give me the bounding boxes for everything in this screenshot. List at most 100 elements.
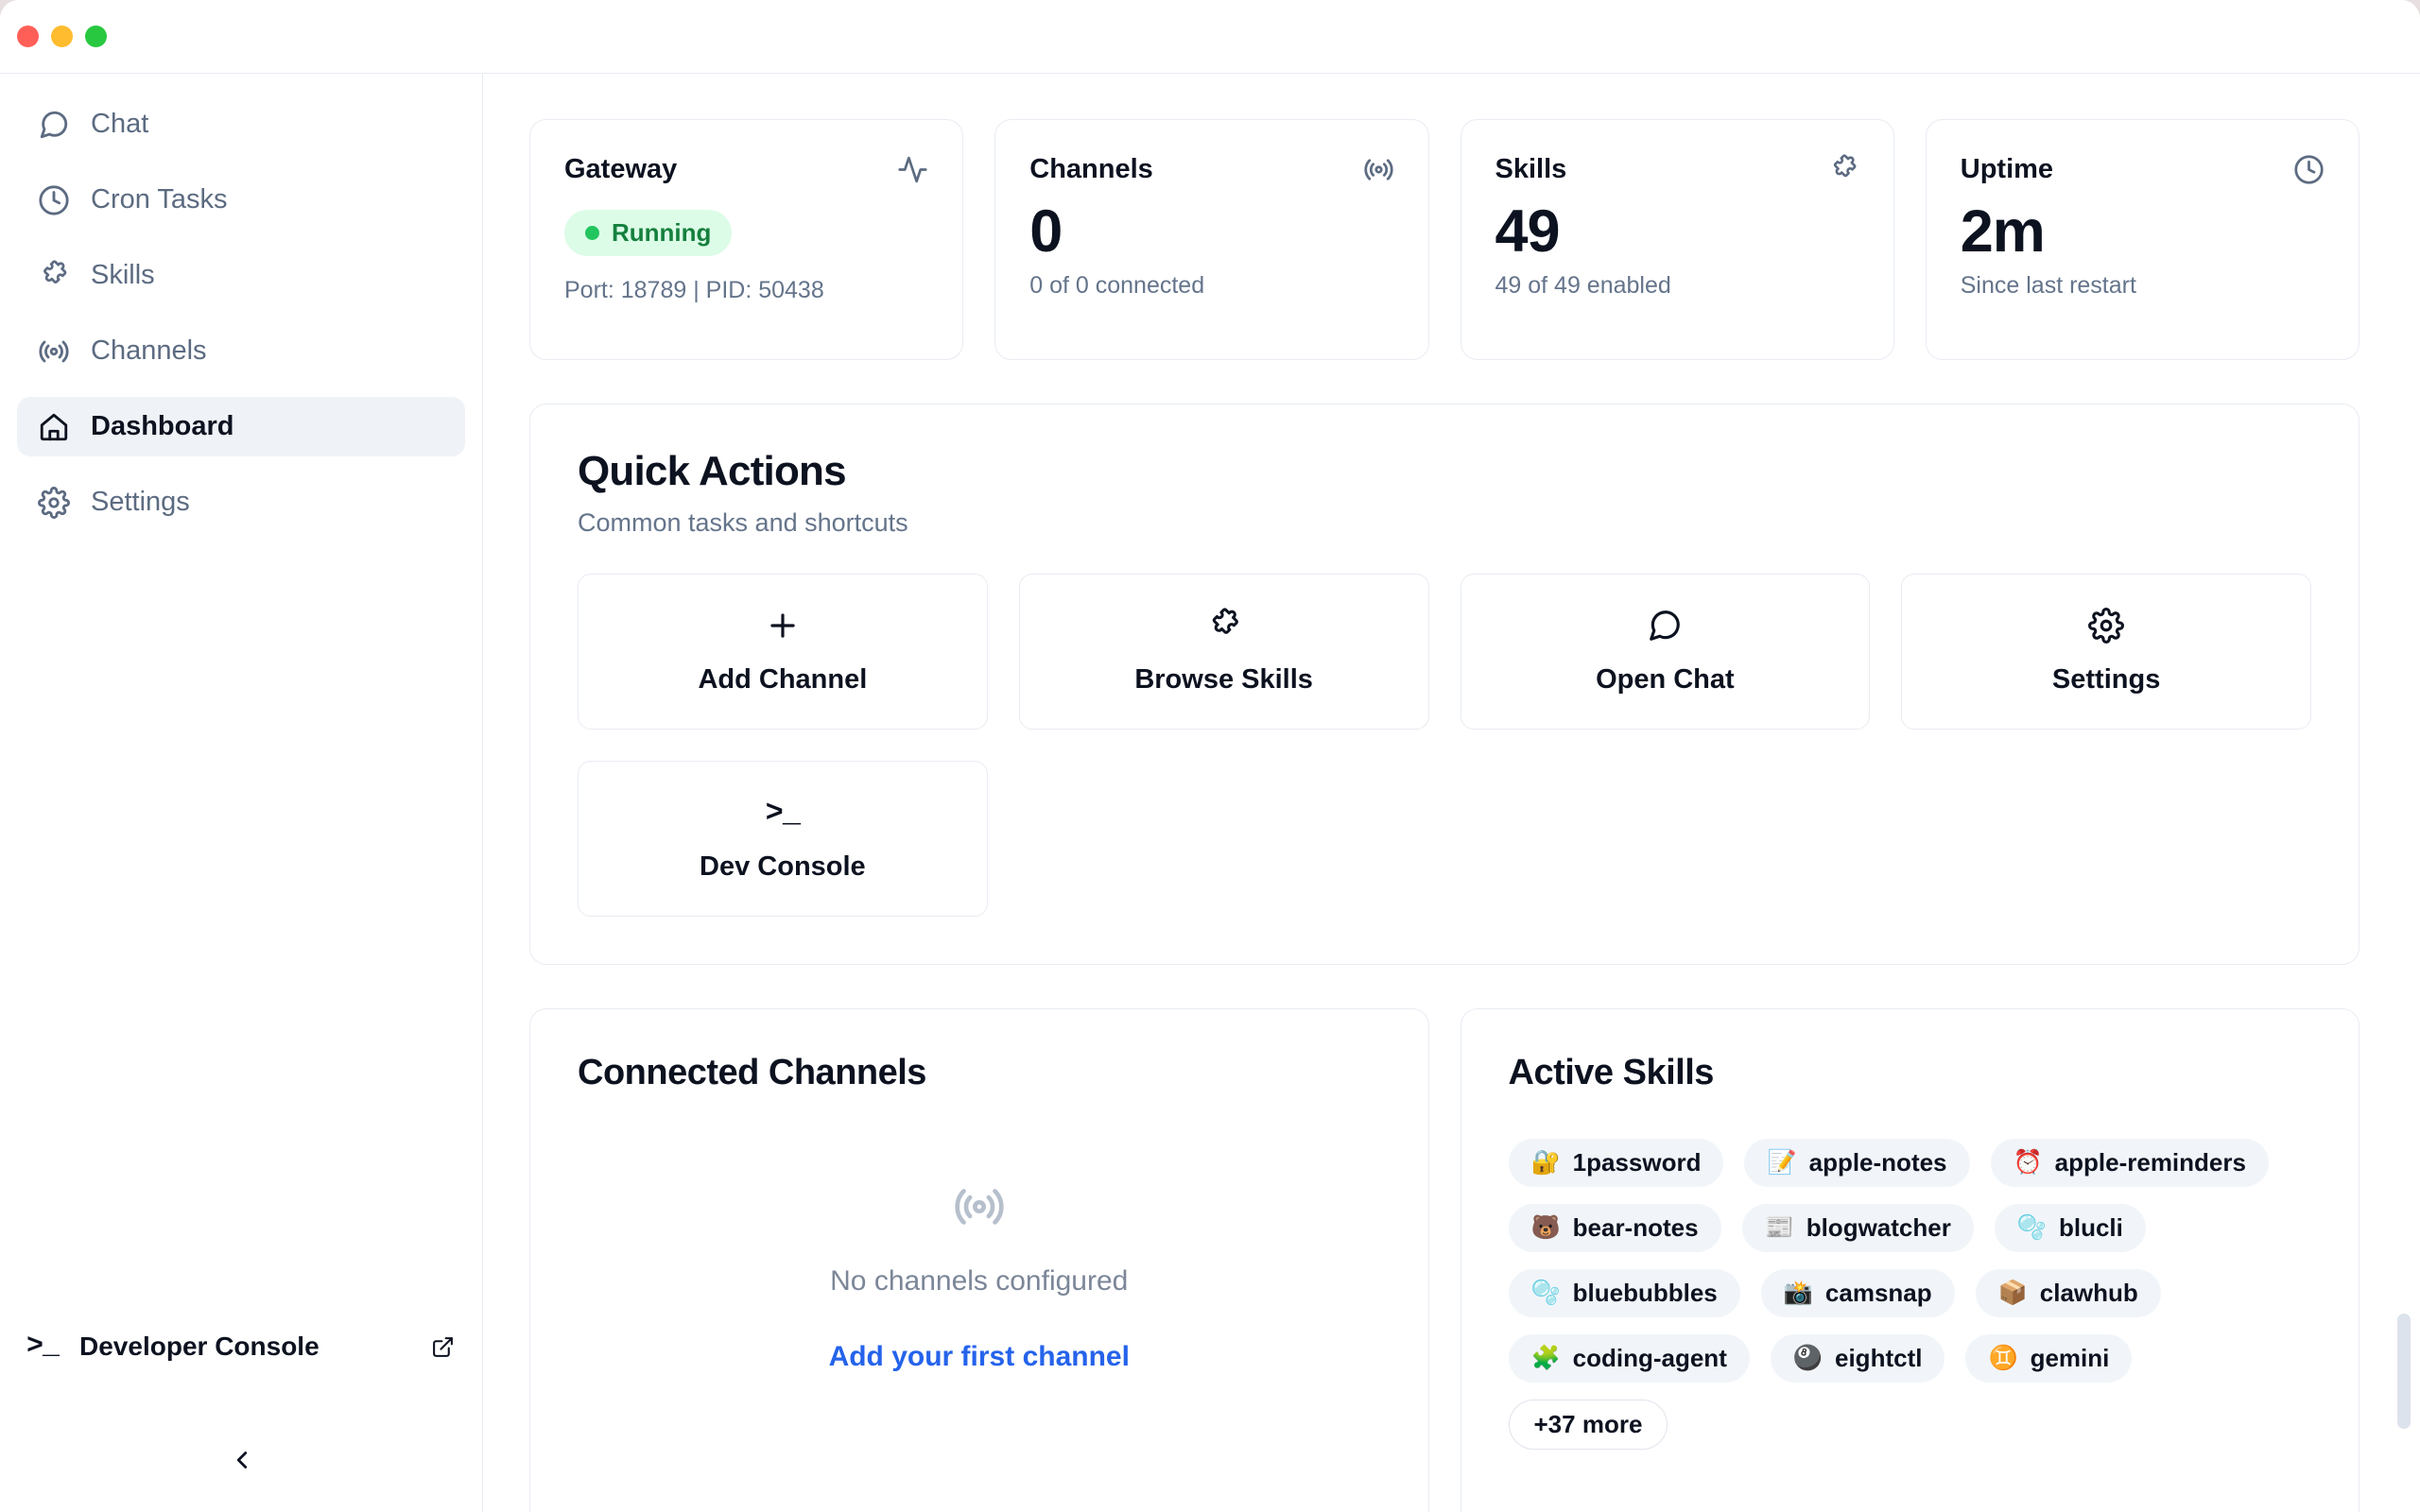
- sidebar-item-cron-tasks[interactable]: Cron Tasks: [17, 170, 465, 230]
- terminal-icon: >_: [26, 1331, 60, 1363]
- sidebar-item-skills[interactable]: Skills: [17, 246, 465, 305]
- skill-name: gemini: [2030, 1344, 2110, 1372]
- connected-channels-panel: Connected Channels No channels configure…: [529, 1008, 1429, 1512]
- traffic-lights: [17, 26, 107, 47]
- sidebar-item-label: Chat: [91, 109, 149, 139]
- skill-chip[interactable]: ♊️ gemini: [1965, 1334, 2133, 1383]
- quick-action-label: Dev Console: [700, 851, 866, 882]
- skill-chip[interactable]: 🫧 bluebubbles: [1508, 1269, 1740, 1317]
- skill-chip[interactable]: 🐻 bear-notes: [1508, 1204, 1721, 1252]
- external-link-icon[interactable]: [431, 1335, 455, 1359]
- vertical-scrollbar[interactable]: [2397, 1314, 2411, 1429]
- stat-subtext: 0 of 0 connected: [1029, 272, 1205, 300]
- terminal-icon: >_: [765, 795, 801, 831]
- skill-chip[interactable]: ⏰ apple-reminders: [1990, 1139, 2269, 1187]
- chat-bubble-icon: [38, 109, 70, 141]
- quick-actions-panel: Quick Actions Common tasks and shortcuts…: [529, 404, 2360, 965]
- quick-actions-subtitle: Common tasks and shortcuts: [578, 508, 908, 537]
- clock-icon: [2293, 154, 2325, 185]
- clock-icon: [38, 184, 70, 216]
- skill-chip[interactable]: 📦 clawhub: [1975, 1269, 2161, 1317]
- skill-emoji-icon: 🐻: [1530, 1214, 1561, 1241]
- skill-chip[interactable]: 🔐 1password: [1508, 1139, 1724, 1187]
- skill-emoji-icon: 🫧: [1530, 1280, 1561, 1306]
- active-skills-list: 🔐 1password 📝 apple-notes ⏰ apple-reminders…: [1508, 1139, 2312, 1450]
- skill-name: bluebubbles: [1572, 1279, 1718, 1307]
- stat-card-skills: Skills 49 49 of 49 enabled: [1460, 119, 1894, 360]
- skills-more-badge[interactable]: +37 more: [1508, 1400, 1668, 1450]
- quick-actions-grid: Add Channel Browse Skills Open Chat: [578, 574, 2311, 917]
- chat-bubble-icon: [1647, 608, 1683, 644]
- quick-actions-title: Quick Actions: [578, 448, 847, 494]
- stat-card-channels: Channels 0 0 of 0 connected: [994, 119, 1429, 360]
- stat-card-uptime: Uptime 2m Since last restart: [1925, 119, 2360, 360]
- stat-title: Gateway: [564, 154, 678, 184]
- skill-chip[interactable]: 🎱 eightctl: [1770, 1334, 1945, 1383]
- activity-pulse-icon: [897, 154, 928, 185]
- sidebar-item-label: Dashboard: [91, 411, 234, 441]
- broadcast-icon: [38, 335, 70, 368]
- zoom-button[interactable]: [85, 26, 107, 47]
- stat-subtext: 49 of 49 enabled: [1495, 272, 1671, 300]
- add-first-channel-link[interactable]: Add your first channel: [828, 1341, 1130, 1372]
- skill-name: coding-agent: [1572, 1344, 1727, 1372]
- skill-chip[interactable]: 🧩 coding-agent: [1508, 1334, 1750, 1383]
- skill-name: eightctl: [1835, 1344, 1923, 1372]
- stat-subtext: Since last restart: [1960, 272, 2136, 300]
- developer-console-label: Developer Console: [79, 1332, 320, 1361]
- stat-value: 49: [1495, 198, 1561, 265]
- skill-chip[interactable]: 📰 blogwatcher: [1741, 1204, 1974, 1252]
- settings-button[interactable]: Settings: [1901, 574, 2311, 730]
- sidebar-item-label: Settings: [91, 487, 190, 517]
- stat-card-header: Uptime: [1961, 154, 2325, 185]
- sidebar-item-dashboard[interactable]: Dashboard: [17, 397, 465, 456]
- stat-value: 2m: [1960, 198, 2046, 265]
- stat-value: 0: [1029, 198, 1063, 265]
- stat-card-gateway: Gateway Running Port: 18789 | PID: 50438: [529, 119, 964, 360]
- developer-console-button[interactable]: >_ Developer Console: [0, 1314, 483, 1380]
- home-icon: [38, 411, 70, 443]
- puzzle-icon: [38, 259, 70, 292]
- browse-skills-button[interactable]: Browse Skills: [1018, 574, 1429, 730]
- skill-name: apple-notes: [1808, 1148, 1947, 1177]
- dev-console-button[interactable]: >_ Dev Console: [578, 761, 988, 917]
- gear-icon: [38, 486, 70, 519]
- bottom-panels: Connected Channels No channels configure…: [529, 1008, 2360, 1512]
- plus-icon: [765, 608, 801, 644]
- skill-emoji-icon: 🔐: [1530, 1149, 1561, 1176]
- skill-emoji-icon: 🎱: [1792, 1345, 1823, 1371]
- sidebar-item-channels[interactable]: Channels: [17, 321, 465, 381]
- open-chat-button[interactable]: Open Chat: [1460, 574, 1871, 730]
- minimize-button[interactable]: [51, 26, 73, 47]
- skill-name: clawhub: [2039, 1279, 2138, 1307]
- stat-title: Uptime: [1960, 154, 2054, 184]
- sidebar-item-label: Skills: [91, 260, 155, 290]
- window-titlebar: [0, 0, 2420, 74]
- skill-chip[interactable]: 🫧 blucli: [1994, 1204, 2146, 1252]
- sidebar-item-settings[interactable]: Settings: [17, 472, 465, 532]
- broadcast-icon: [953, 1180, 1006, 1233]
- stat-subtext: Port: 18789 | PID: 50438: [564, 277, 824, 303]
- chevron-left-icon: [228, 1446, 256, 1474]
- status-dot-icon: [585, 226, 599, 240]
- stats-row: Gateway Running Port: 18789 | PID: 50438…: [529, 119, 2360, 360]
- skill-emoji-icon: 📦: [1997, 1280, 2028, 1306]
- skill-chip[interactable]: 📝 apple-notes: [1744, 1139, 1970, 1187]
- puzzle-icon: [1828, 154, 1859, 185]
- status-badge: Running: [564, 210, 733, 256]
- skill-name: 1password: [1572, 1148, 1702, 1177]
- skill-chip[interactable]: 📸 camsnap: [1760, 1269, 1955, 1317]
- connected-channels-title: Connected Channels: [578, 1053, 926, 1092]
- sidebar-collapse-button[interactable]: [0, 1446, 483, 1474]
- skill-name: camsnap: [1824, 1279, 1932, 1307]
- quick-action-label: Add Channel: [698, 664, 868, 695]
- sidebar-item-chat[interactable]: Chat: [17, 94, 465, 154]
- sidebar-item-label: Channels: [91, 335, 207, 366]
- broadcast-icon: [1363, 154, 1394, 185]
- add-channel-button[interactable]: Add Channel: [578, 574, 988, 730]
- skill-emoji-icon: ♊️: [1988, 1345, 2018, 1371]
- close-button[interactable]: [17, 26, 39, 47]
- stat-card-header: Gateway: [564, 154, 928, 185]
- skill-name: blucli: [2058, 1213, 2123, 1242]
